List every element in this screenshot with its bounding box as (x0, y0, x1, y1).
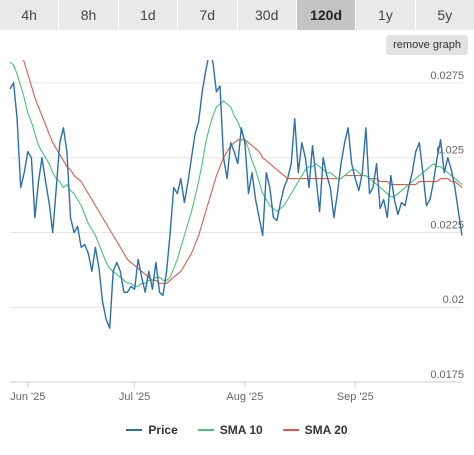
legend-item-sma10[interactable]: SMA 10 (197, 423, 263, 437)
tab-30d[interactable]: 30d (237, 0, 297, 30)
x-tick-label: Jun '25 (10, 391, 45, 403)
legend-item-price[interactable]: Price (126, 423, 178, 437)
y-tick-label: 0.0275 (430, 70, 464, 82)
y-tick-label: 0.0175 (430, 369, 464, 381)
x-axis: Jun '25 Jul '25 Aug '25 Sep '25 (10, 381, 462, 403)
tab-120d[interactable]: 120d (296, 0, 357, 30)
y-tick-label: 0.025 (436, 145, 464, 157)
sma20-line (22, 60, 463, 284)
tab-5y[interactable]: 5y (415, 0, 474, 30)
x-tick-label: Aug '25 (226, 391, 263, 403)
sma10-line (9, 61, 463, 287)
y-axis: 0.0275 0.025 0.0225 0.02 0.0175 (430, 70, 464, 381)
price-chart: Jun '25 Jul '25 Aug '25 Sep '25 0.0275 0.025… (9, 60, 464, 403)
tab-8h[interactable]: 8h (59, 0, 119, 30)
legend-label-sma10: SMA 10 (219, 423, 263, 437)
remove-graph-button[interactable]: remove graph (386, 35, 468, 55)
legend-swatch-price (126, 429, 143, 431)
chart-legend: Price SMA 10 SMA 20 (0, 420, 474, 440)
x-tick-label: Jul '25 (119, 391, 150, 403)
chart-grid (10, 82, 462, 383)
legend-label-price: Price (148, 423, 178, 437)
chart-series (9, 60, 463, 329)
x-tick-label: Sep '25 (337, 391, 374, 403)
price-line (9, 60, 463, 329)
tab-7d[interactable]: 7d (178, 0, 238, 30)
tab-1d[interactable]: 1d (118, 0, 179, 30)
y-tick-label: 0.02 (443, 294, 464, 306)
legend-swatch-sma10 (197, 429, 214, 431)
y-tick-label: 0.0225 (430, 219, 464, 231)
timeframe-tabs: 4h 8h 1d 7d 30d 120d 1y 5y (0, 0, 474, 30)
legend-swatch-sma20 (282, 429, 299, 431)
legend-item-sma20[interactable]: SMA 20 (282, 423, 348, 437)
tab-1y[interactable]: 1y (356, 0, 416, 30)
legend-label-sma20: SMA 20 (304, 423, 348, 437)
tab-4h[interactable]: 4h (0, 0, 60, 30)
